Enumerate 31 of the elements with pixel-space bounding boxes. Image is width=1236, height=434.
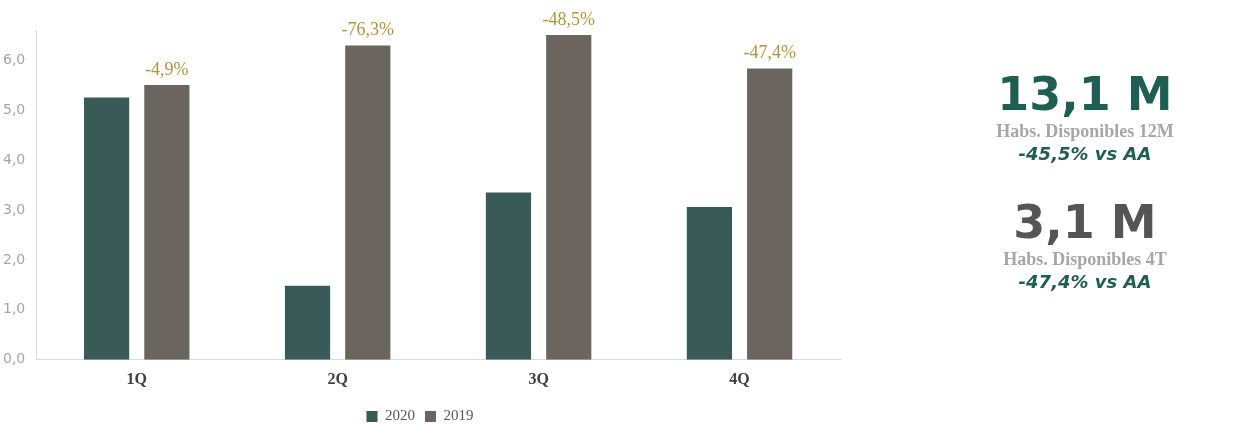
y-tick-label: 6,0 [3, 50, 26, 67]
text: 3,1 M [1012, 195, 1158, 249]
text: 13,1 M [996, 67, 1174, 121]
bar [747, 68, 793, 360]
y-tick-label: 4,0 [3, 150, 26, 167]
y-tick-label: 0,0 [3, 350, 26, 367]
text: -47,4% vs AA [1017, 270, 1153, 294]
bar [686, 206, 732, 360]
x-tick-label: 2Q [327, 369, 348, 387]
y-tick-label: 3,0 [3, 200, 26, 217]
text: -45,5% vs AA [1017, 142, 1153, 166]
text: Habs. Disponibles 12M [995, 120, 1175, 142]
legend-label: 2019 [443, 407, 474, 424]
annotation: -76,3% [341, 19, 395, 40]
annotation: -4,9% [145, 58, 189, 79]
y-tick-label: 5,0 [3, 100, 26, 117]
legend-label: 2020 [385, 407, 415, 424]
bar [284, 285, 331, 360]
bar [345, 45, 391, 360]
bar [546, 35, 592, 360]
text: Habs. Disponibles 4T [1002, 248, 1168, 270]
y-tick-label: 2,0 [3, 250, 26, 267]
x-tick-label: 3Q [528, 369, 549, 387]
annotation: -47,4% [743, 42, 796, 63]
x-tick-label: 4Q [729, 369, 750, 387]
x-tick-label: 1Q [126, 369, 147, 387]
y-tick-label: 1,0 [3, 300, 26, 317]
bar [144, 84, 190, 360]
bar [83, 97, 130, 360]
bar [485, 192, 532, 360]
text: -48,5% [542, 8, 595, 29]
